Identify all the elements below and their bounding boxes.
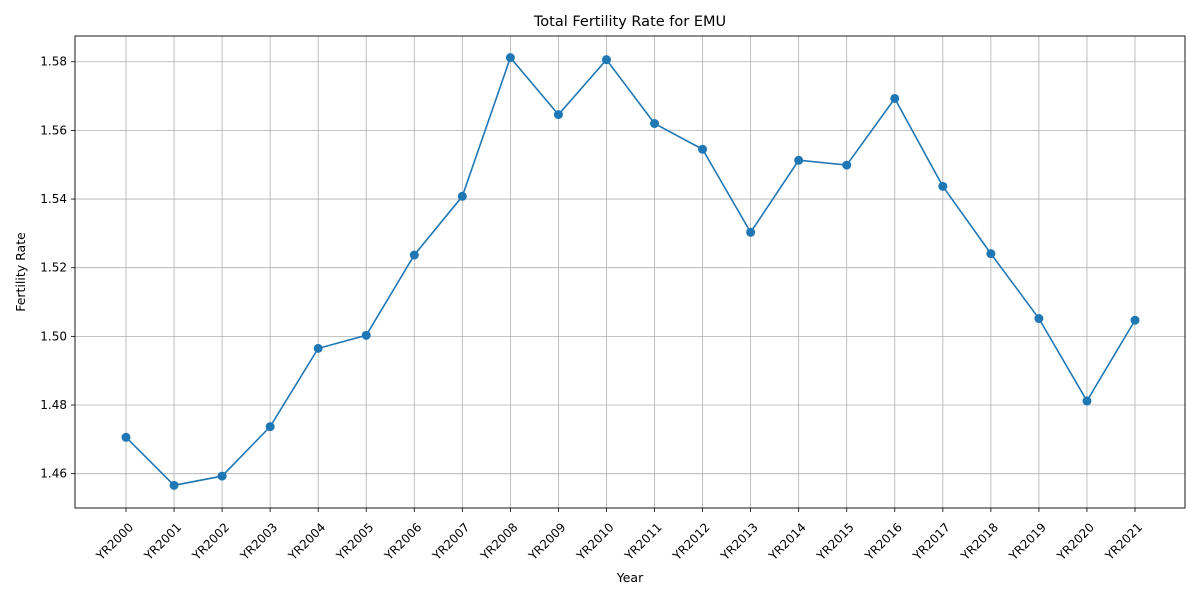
- data-point: [746, 227, 756, 237]
- data-point: [938, 181, 948, 191]
- data-point: [169, 480, 179, 490]
- y-tick-label: 1.56: [40, 123, 67, 137]
- y-axis-label: Fertility Rate: [13, 232, 28, 312]
- data-point: [361, 330, 371, 340]
- data-point: [217, 471, 227, 481]
- data-point: [650, 119, 660, 129]
- y-tick-label: 1.50: [40, 329, 67, 343]
- data-point: [986, 249, 996, 259]
- y-tick-label: 1.58: [40, 55, 67, 69]
- data-point: [505, 53, 515, 63]
- data-point: [1130, 315, 1140, 325]
- data-point: [1034, 314, 1044, 324]
- series-group: [121, 53, 1140, 490]
- data-point: [313, 343, 323, 353]
- data-point: [794, 155, 804, 165]
- data-point: [121, 432, 131, 442]
- data-point: [553, 110, 563, 120]
- series-line: [125, 56, 1136, 487]
- data-point: [890, 93, 900, 103]
- y-tick-label: 1.48: [40, 398, 67, 412]
- y-tick-label: 1.52: [40, 261, 67, 275]
- data-point: [698, 144, 708, 154]
- data-point: [842, 160, 852, 170]
- y-tick-label: 1.54: [40, 192, 67, 206]
- data-point: [409, 250, 419, 260]
- data-point: [601, 55, 611, 65]
- data-point: [457, 191, 467, 201]
- data-point: [1082, 396, 1092, 406]
- x-axis-label: Year: [616, 570, 644, 585]
- grid-lines: [75, 36, 1185, 508]
- data-point: [265, 422, 275, 432]
- chart-title: Total Fertility Rate for EMU: [533, 14, 726, 30]
- y-tick-label: 1.46: [40, 467, 67, 481]
- plot-area-frame: [74, 35, 1186, 509]
